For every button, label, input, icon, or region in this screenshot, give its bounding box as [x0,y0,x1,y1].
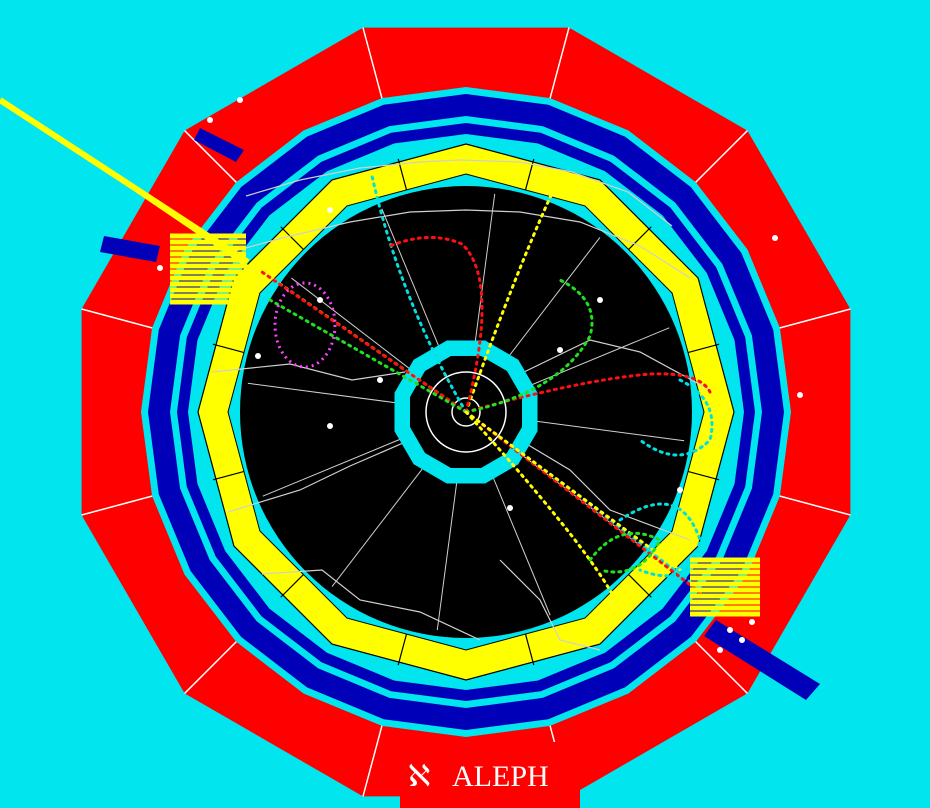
aleph-logo-glyph: ℵ [408,760,430,793]
tpc-radial-line [474,193,496,347]
hit-point [377,377,383,383]
tpc-radial-line [262,436,406,497]
jet-tower-long [19,110,251,270]
tpc-radial-line [331,464,427,587]
hit-point [557,347,563,353]
track [464,174,562,414]
hcal-tower [100,236,160,262]
track [464,410,682,572]
track [464,372,712,414]
hit-point [677,487,683,493]
tpc-radial-line [490,472,551,616]
track [370,174,468,414]
tpc-sector-line [211,363,406,381]
hit-point [207,117,213,123]
hit-point [237,97,243,103]
hit-point [772,235,778,241]
hcal-tower [194,128,244,162]
tpc-sector-line [499,559,601,651]
hit-point [255,353,261,359]
tpc-radial-line [436,477,458,631]
tpc-radial-line [531,420,685,442]
tpc-sector-line [523,339,711,391]
hit-point [327,207,333,213]
hit-point [749,619,755,625]
track [464,410,622,612]
tpc-radial-line [291,277,414,373]
hit-point [507,505,513,511]
tpc-sector-line [223,209,691,279]
track [618,502,702,578]
hit-point [597,297,603,303]
aleph-logo-text: ALEPH [452,760,549,793]
energy-deposits [0,97,820,700]
hit-point [739,637,745,643]
particle-tracks [246,174,714,612]
tpc-sector-line [519,439,691,541]
tpc-sector-line [261,569,481,641]
track-loop [273,281,337,369]
vdet-ring [425,371,507,453]
aleph-logo: ℵ ALEPH [408,760,549,793]
logo-plate [400,742,580,808]
hit-point [327,423,333,429]
tpc-radial-line [247,382,401,404]
track [638,378,714,457]
tpc-sector-line [227,439,411,513]
hit-point [157,265,163,271]
track [388,235,484,414]
hcal-tower [704,620,820,700]
track [464,278,594,414]
hit-point [317,297,323,303]
tpc-radial-line [505,237,601,360]
track [260,270,468,414]
tpc-radial-line [381,208,442,352]
hit-point [797,392,803,398]
hit-point [717,647,723,653]
tpc-sector-line [245,159,673,227]
track [588,531,663,574]
track [268,298,468,414]
beam-pipe [451,397,481,427]
hit-point [727,627,733,633]
